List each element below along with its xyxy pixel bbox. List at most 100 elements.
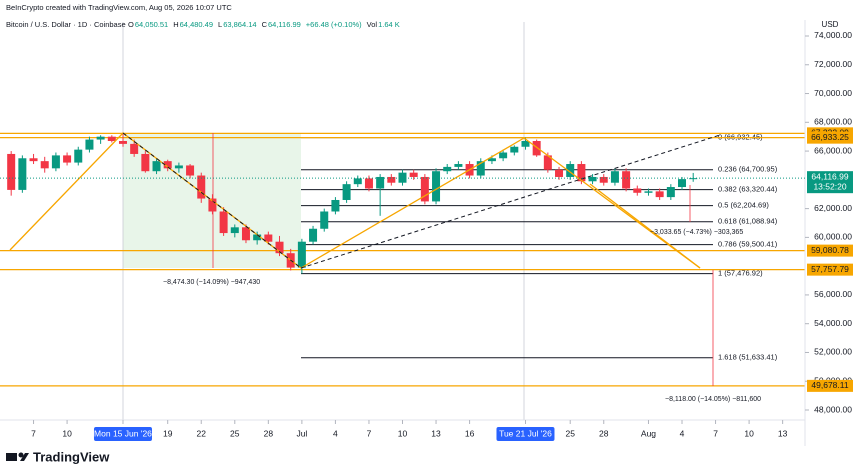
- y-tick-label: 70,000.00: [814, 88, 852, 98]
- y-tick-label: 72,000.00: [814, 59, 852, 69]
- candle-body: [197, 175, 206, 199]
- candle-body: [219, 211, 228, 234]
- candle-body: [510, 146, 519, 153]
- fib-label: 1 (57,476.92): [718, 269, 763, 278]
- logo-mark: [6, 453, 17, 461]
- x-tick-label: 10: [744, 428, 754, 438]
- candle-body: [174, 165, 183, 169]
- x-tick-highlight: [93, 427, 152, 441]
- candle-body: [633, 188, 642, 193]
- x-tick-label: 28: [264, 428, 274, 438]
- level-box: [807, 244, 853, 257]
- fib-label: 0.786 (59,500.41): [718, 240, 778, 249]
- candle-body: [107, 136, 116, 142]
- last-price-label: 64,116.99: [811, 171, 848, 181]
- candle-body: [678, 179, 687, 188]
- y-tick-label: 60,000.00: [814, 232, 852, 242]
- x-tick-label: Jul: [296, 428, 307, 438]
- quote-key: C: [262, 20, 268, 29]
- candles: [7, 133, 698, 274]
- y-tick-label: 56,000.00: [814, 289, 852, 299]
- measure-label: −8,118.00 (−14.05%) −811,600: [665, 396, 761, 403]
- x-tick-label: 13: [431, 428, 441, 438]
- x-tick-label: 25: [565, 428, 575, 438]
- candle-body: [420, 176, 429, 202]
- last-price-timer: 13:52:20: [813, 181, 846, 191]
- candle-body: [666, 187, 675, 198]
- candle-body: [297, 241, 306, 268]
- x-tick-label: Tue 21 Jul '26: [499, 428, 552, 438]
- y-tick-label: 54,000.00: [814, 318, 852, 328]
- candle-body: [7, 153, 16, 190]
- candle-body: [599, 176, 608, 183]
- x-tick-label: 7: [367, 428, 372, 438]
- fib-trend: [300, 134, 721, 269]
- x-tick-label: 4: [680, 428, 685, 438]
- candle-body: [163, 161, 172, 169]
- fib-label: 0.618 (61,088.94): [718, 217, 778, 226]
- candle-body: [487, 158, 496, 162]
- candle-body: [655, 191, 664, 198]
- level-box: [807, 263, 853, 276]
- credit: BeInCrypto created with TradingView.com,…: [6, 3, 232, 12]
- candle-body: [353, 178, 362, 185]
- logo-mark: [18, 452, 24, 458]
- candle-body: [208, 198, 217, 212]
- candle-body: [566, 164, 575, 177]
- measure-label: −8,474.30 (−14.09%) −947,430: [163, 279, 260, 286]
- level-label: 49,678.11: [811, 380, 848, 390]
- x-tick-label: 16: [465, 428, 475, 438]
- candle-body: [320, 211, 329, 229]
- x-tick-label: Aug: [641, 428, 656, 438]
- candle-body: [342, 184, 351, 200]
- candle-body: [96, 136, 105, 140]
- quote-value: +66.48 (+0.10%): [306, 20, 362, 29]
- level-box: [807, 379, 853, 392]
- candle-body: [130, 143, 139, 154]
- candle-body: [364, 178, 373, 189]
- candle-body: [588, 176, 597, 182]
- y-tick-label: 68,000.00: [814, 117, 852, 127]
- symbol: Bitcoin / U.S. Dollar · 1D · Coinbase: [6, 20, 126, 29]
- y-tick-label: 52,000.00: [814, 347, 852, 357]
- quote-value: 64,480.49: [180, 20, 213, 29]
- logo: TradingView: [6, 449, 110, 464]
- quote-key: H: [173, 20, 178, 29]
- fib-label: 0.236 (64,700.95): [718, 165, 778, 174]
- candle-body: [29, 158, 38, 162]
- candle-body: [454, 164, 463, 167]
- candle-body: [499, 152, 508, 159]
- arrow: [589, 183, 701, 269]
- level-box: [807, 131, 853, 144]
- candle-body: [432, 171, 441, 202]
- candle-body: [152, 161, 161, 172]
- candle-body: [521, 141, 530, 147]
- quote: O 64,050.51 H 64,480.49 L 63,864.14 C 64,116.99…: [128, 20, 400, 29]
- candle-body: [18, 158, 27, 190]
- candle-body: [264, 234, 273, 242]
- swing-line: [122, 132, 302, 269]
- candle-body: [186, 165, 195, 176]
- quote-value: 1.64 K: [378, 20, 400, 29]
- x-tick-label: 7: [713, 428, 718, 438]
- x-tick-label: 13: [778, 428, 788, 438]
- logo-mark: [20, 453, 29, 461]
- x-tick-label: 4: [333, 428, 338, 438]
- candle-body: [331, 199, 340, 212]
- candle-body: [141, 153, 150, 172]
- candle-body: [40, 161, 49, 169]
- x-tick-highlight: [496, 427, 555, 441]
- candle-body: [577, 164, 586, 182]
- axes: 74,000.00 72,000.00 70,000.00 68,000.00 66,0…: [0, 30, 853, 441]
- candle-body: [118, 141, 127, 144]
- brand: TradingView: [33, 449, 110, 464]
- level-label: 57,757.79: [811, 264, 849, 274]
- fib-label: 0.5 (62,204.69): [718, 201, 769, 210]
- fib-label: 0.382 (63,320.44): [718, 185, 778, 194]
- candle-body: [85, 139, 94, 150]
- x-tick-label: 19: [163, 428, 173, 438]
- quote-key: L: [218, 20, 222, 29]
- levels: 0 (66,932.45)0.236 (64,700.95)0.382 (63,…: [0, 133, 805, 387]
- candle-body: [63, 155, 72, 163]
